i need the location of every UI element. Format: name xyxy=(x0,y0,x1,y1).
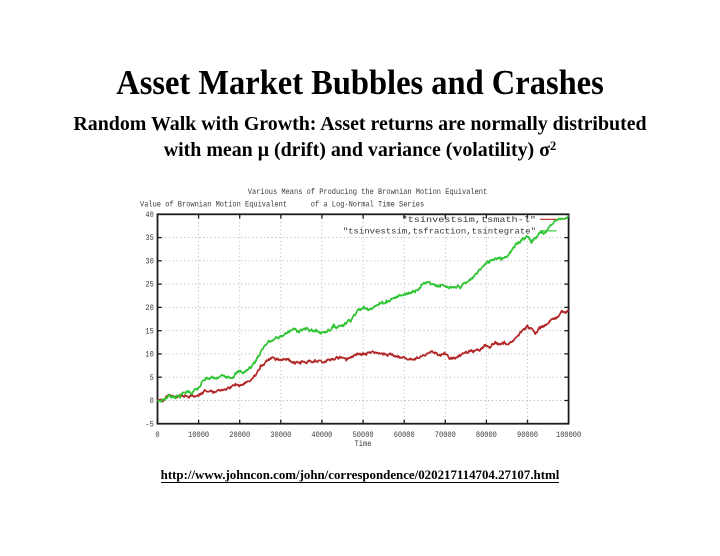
svg-text:90000: 90000 xyxy=(517,431,538,440)
svg-text:Value of Brownian Motion Equiv: Value of Brownian Motion Equivalent xyxy=(140,201,287,210)
svg-text:5: 5 xyxy=(150,374,154,383)
svg-text:0: 0 xyxy=(155,431,159,440)
svg-text:0: 0 xyxy=(150,397,154,406)
svg-text:Various Means of Producing the: Various Means of Producing the Brownian … xyxy=(248,188,487,197)
svg-text:20000: 20000 xyxy=(229,431,250,440)
svg-text:40000: 40000 xyxy=(311,431,332,440)
svg-text:80000: 80000 xyxy=(476,431,497,440)
svg-text:60000: 60000 xyxy=(394,431,415,440)
svg-text:"tsinvestsim,tsmath-l": "tsinvestsim,tsmath-l" xyxy=(402,216,536,225)
svg-text:15: 15 xyxy=(145,327,154,336)
svg-text:30000: 30000 xyxy=(270,431,291,440)
svg-text:-5: -5 xyxy=(145,420,154,429)
svg-text:70000: 70000 xyxy=(435,431,456,440)
svg-text:"tsinvestsim,tsfraction,tsinte: "tsinvestsim,tsfraction,tsintegrate" xyxy=(343,228,536,237)
svg-text:25: 25 xyxy=(145,281,154,290)
svg-text:40: 40 xyxy=(145,211,154,220)
svg-text:Time: Time xyxy=(355,440,372,449)
svg-text:100000: 100000 xyxy=(556,431,581,440)
svg-text:10: 10 xyxy=(145,351,154,360)
svg-text:of a Log-Normal Time Series: of a Log-Normal Time Series xyxy=(311,201,425,210)
svg-text:35: 35 xyxy=(145,234,154,243)
svg-text:20: 20 xyxy=(145,304,154,313)
svg-text:30: 30 xyxy=(145,257,154,266)
svg-text:50000: 50000 xyxy=(353,431,374,440)
svg-text:10000: 10000 xyxy=(188,431,209,440)
